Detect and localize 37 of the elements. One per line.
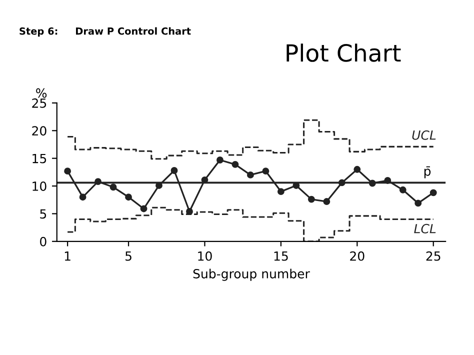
x-tick-label: 10 <box>198 251 212 261</box>
point <box>323 198 330 205</box>
x-tick-label: 5 <box>126 252 132 261</box>
point <box>232 160 239 168</box>
series-label: LCL <box>414 224 436 234</box>
x-axis-title: Sub-group number <box>193 268 310 281</box>
point <box>79 194 86 201</box>
y-tick-label: 10 <box>32 181 46 191</box>
series-label: UCL <box>412 130 436 140</box>
point <box>110 184 117 191</box>
point <box>430 189 437 196</box>
y-tick-label: 0 <box>40 236 46 246</box>
x-tick-label: 1 <box>64 252 70 261</box>
point <box>186 208 193 215</box>
point <box>262 168 270 175</box>
y-axis-title: % <box>36 88 47 98</box>
x-tick-label: 15 <box>274 252 288 261</box>
chart-title: Plot Chart <box>286 44 401 62</box>
point <box>216 156 224 164</box>
y-tick-label: 15 <box>32 154 46 164</box>
point <box>308 196 315 203</box>
point <box>64 168 72 175</box>
y-tick-label: 20 <box>32 126 46 136</box>
point <box>277 188 284 196</box>
x-tick-label: 20 <box>350 251 364 261</box>
point <box>140 205 148 212</box>
ref-line-label: p̄ <box>424 166 431 178</box>
y-tick-label: 5 <box>40 209 46 219</box>
x-tick-label: 25 <box>426 251 440 261</box>
point <box>354 166 361 173</box>
point <box>246 171 254 178</box>
y-tick-label: 25 <box>32 98 46 108</box>
point <box>125 194 132 201</box>
point <box>399 186 406 194</box>
text: Step 6: Draw P Control Chart <box>20 27 191 37</box>
point <box>170 167 178 174</box>
point <box>414 200 422 207</box>
